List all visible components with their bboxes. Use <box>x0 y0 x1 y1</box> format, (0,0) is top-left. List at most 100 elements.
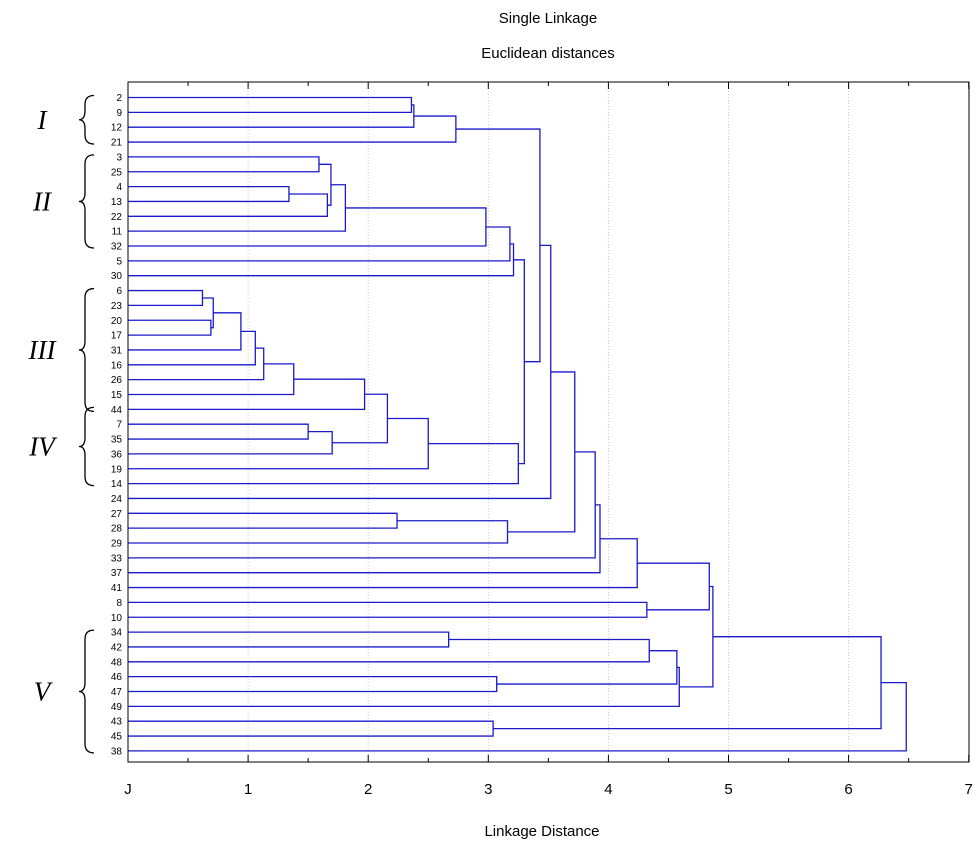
leaf-label: 19 <box>111 464 123 475</box>
group-label: V <box>34 677 54 707</box>
group-label: III <box>28 335 58 365</box>
x-tick-label: J <box>124 781 132 798</box>
leaf-label: 2 <box>116 93 122 104</box>
dendrogram-link <box>679 585 714 688</box>
x-tick-label: 5 <box>724 781 732 798</box>
leaf-label: 4 <box>116 182 122 193</box>
leaf-label: 15 <box>111 390 123 401</box>
dendrogram-link <box>128 347 265 381</box>
leaf-label: 17 <box>111 331 123 342</box>
dendrogram-link <box>128 676 498 693</box>
dendrogram-link <box>128 442 519 485</box>
leaf-label: 9 <box>116 108 122 119</box>
dendrogram-link <box>128 156 320 173</box>
leaf-labels: 29 12 2 13 25 41 3 22 11 32 5 30 6 23 20 17 31 16 26 15 4 47 3… <box>111 93 123 757</box>
dendrogram-link <box>128 423 309 440</box>
dendrogram-link <box>128 720 494 737</box>
leaf-label: 45 <box>111 732 123 743</box>
leaf-label: 20 <box>111 316 123 327</box>
group-brace <box>78 154 95 249</box>
leaf-label: 8 <box>116 598 122 609</box>
leaf-label: 22 <box>111 212 123 223</box>
leaf-label: 42 <box>111 642 123 653</box>
leaf-label: 25 <box>111 167 123 178</box>
dendrogram-link <box>128 451 596 559</box>
leaf-label: 49 <box>111 702 123 713</box>
leaf-label: 38 <box>111 746 123 757</box>
dendrogram-link <box>128 601 648 618</box>
leaf-label: 7 <box>116 420 122 431</box>
leaf-label: 11 <box>112 227 123 238</box>
x-tick-label: 2 <box>364 781 372 798</box>
leaf-label: 35 <box>111 435 123 446</box>
dendrogram-link <box>128 96 413 113</box>
axis-ticks <box>127 82 970 762</box>
dendrogram-link <box>128 185 290 203</box>
leaf-label: 46 <box>111 672 123 683</box>
leaf-label: 5 <box>116 256 122 267</box>
x-tick-label: 6 <box>844 781 852 798</box>
dendrogram-link <box>128 504 601 574</box>
leaf-label: 47 <box>111 687 123 698</box>
leaf-label: 27 <box>111 509 123 520</box>
plot-frame <box>127 81 970 763</box>
dendrogram-link <box>128 244 552 500</box>
leaf-label: 31 <box>111 345 123 356</box>
dendrogram-link <box>128 512 398 529</box>
leaf-label: 16 <box>111 360 123 371</box>
leaf-label: 26 <box>111 375 123 386</box>
dendrogram-link <box>128 312 242 351</box>
dendrogram-link <box>128 207 487 247</box>
grid-lines <box>247 82 850 762</box>
leaf-label: 34 <box>111 628 123 639</box>
dendrogram-links <box>128 96 907 752</box>
leaf-label: 43 <box>111 717 123 728</box>
group-brace <box>78 94 95 145</box>
dendrogram-link <box>128 193 329 217</box>
leaf-label: 41 <box>111 583 123 594</box>
leaf-label: 3 <box>116 152 122 163</box>
leaf-label: 14 <box>111 479 123 490</box>
dendrogram-link <box>128 638 650 663</box>
leaf-label: 24 <box>111 494 123 505</box>
dendrogram-link <box>128 184 347 232</box>
leaf-label: 29 <box>111 539 123 550</box>
dendrogram-link <box>128 330 256 366</box>
dendrogram-link <box>128 104 415 128</box>
dendrogram-link <box>128 666 680 707</box>
dendrogram-link <box>318 163 332 206</box>
dendrogram-link <box>128 631 450 648</box>
x-tick-label: 1 <box>244 781 252 798</box>
leaf-label: 36 <box>111 449 123 460</box>
leaf-label: 28 <box>111 524 123 535</box>
leaf-label: 23 <box>111 301 123 312</box>
dendrogram-link <box>128 319 212 336</box>
x-axis-label: Linkage Distance <box>484 823 599 840</box>
dendrogram-link <box>128 289 204 307</box>
chart-subtitle: Euclidean distances <box>481 45 614 62</box>
dendrogram-link <box>493 636 882 730</box>
x-tick-labels: J 1 2 3 4 5 6 7 <box>124 781 973 798</box>
x-tick-label: 7 <box>965 781 973 798</box>
group-brace <box>78 406 95 487</box>
group-brace <box>78 287 95 412</box>
dendrogram-link <box>128 417 429 470</box>
dendrogram-link <box>128 520 509 544</box>
group-brace <box>78 629 95 754</box>
leaf-label: 48 <box>111 657 123 668</box>
leaf-label: 30 <box>111 271 123 282</box>
dendrogram-link <box>332 393 389 444</box>
leaf-label: 10 <box>111 613 123 624</box>
x-tick-label: 4 <box>604 781 612 798</box>
dendrogram-link <box>128 430 333 455</box>
dendrogram-link <box>128 115 457 143</box>
leaf-label: 6 <box>116 286 122 297</box>
leaf-label: 12 <box>111 123 123 134</box>
group-label: I <box>37 105 49 135</box>
x-tick-label: 3 <box>484 781 492 798</box>
leaf-label: 13 <box>111 197 123 208</box>
leaf-label: 32 <box>111 242 123 253</box>
dendrogram-link <box>128 226 511 262</box>
